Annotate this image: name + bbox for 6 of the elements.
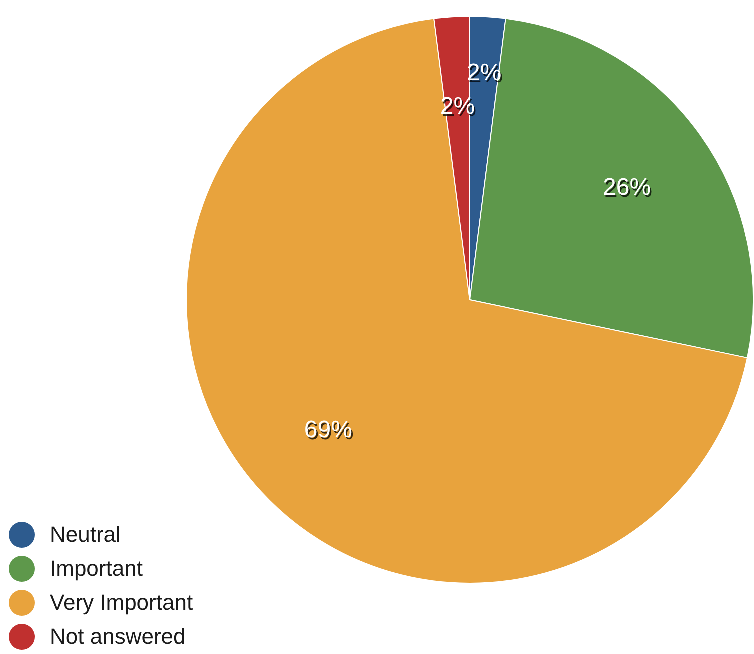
legend-label: Not answered	[50, 624, 186, 650]
legend-label: Neutral	[50, 522, 121, 548]
legend-label: Very Important	[50, 590, 194, 616]
legend-label: Important	[50, 556, 143, 582]
data-label: 69%	[306, 418, 354, 446]
data-label: 26%	[604, 176, 653, 203]
